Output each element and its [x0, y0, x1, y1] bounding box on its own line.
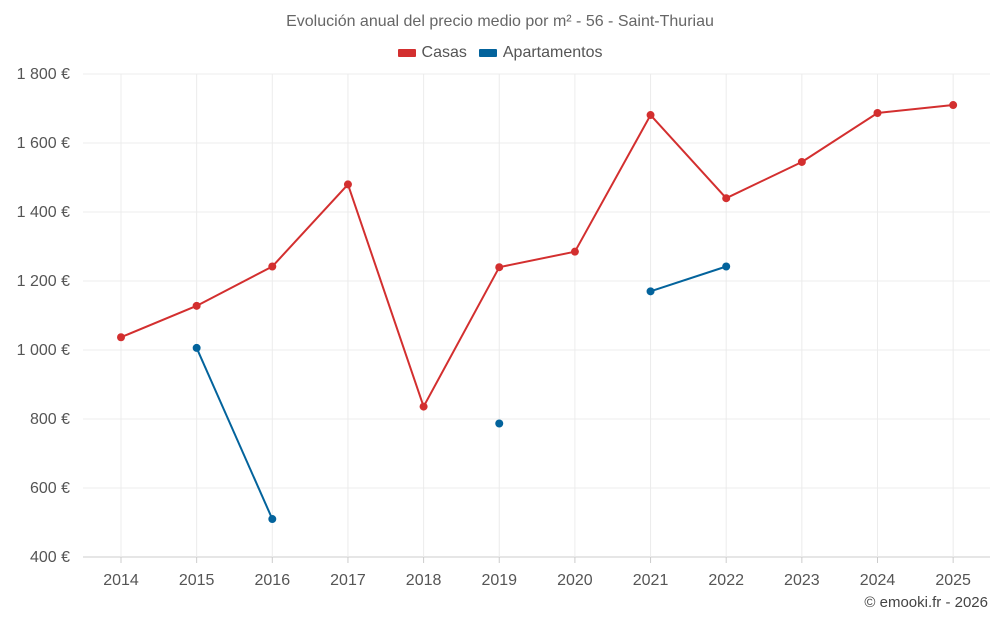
x-tick-label: 2023 — [784, 572, 820, 589]
x-tick-label: 2018 — [406, 572, 442, 589]
series-layer — [117, 101, 958, 524]
data-point-apartamentos[interactable] — [192, 343, 201, 352]
x-tick-label: 2021 — [633, 572, 669, 589]
data-point-casas[interactable] — [192, 301, 201, 310]
y-tick-label: 400 € — [30, 549, 70, 566]
y-tick-label: 1 200 € — [17, 273, 70, 290]
grid — [83, 73, 990, 558]
data-point-apartamentos[interactable] — [268, 515, 277, 524]
y-tick-label: 1 400 € — [17, 204, 70, 221]
x-tick-label: 2022 — [708, 572, 744, 589]
data-point-casas[interactable] — [343, 180, 352, 189]
series-line-casas — [120, 104, 954, 408]
data-point-casas[interactable] — [646, 111, 655, 120]
y-axis: 400 € 600 € 800 € 1 000 € 1 200 € 1 400 € 1 60… — [17, 66, 70, 566]
data-point-casas[interactable] — [949, 101, 958, 110]
x-axis: 2014 2015 2016 2017 2018 2019 2020 2021 2022 2023… — [103, 557, 971, 589]
x-tick-label: 2020 — [557, 572, 593, 589]
legend-label-apartamentos: Apartamentos — [502, 44, 603, 61]
legend-label-casas: Casas — [421, 44, 467, 61]
legend[interactable]: Casas Apartamentos — [0, 44, 1000, 62]
x-tick-label: 2015 — [179, 572, 215, 589]
chart-title: Evolución anual del precio medio por m² … — [286, 13, 714, 30]
y-tick-label: 1 600 € — [17, 135, 70, 152]
y-tick-label: 600 € — [30, 480, 70, 497]
y-tick-label: 1 000 € — [17, 342, 70, 359]
data-point-apartamentos[interactable] — [722, 262, 731, 271]
credit: © emooki.fr - 2026 — [864, 594, 988, 611]
series-line-apartamentos — [195, 347, 274, 520]
data-point-casas[interactable] — [797, 157, 806, 166]
x-tick-label: 2025 — [935, 572, 971, 589]
y-tick-label: 1 800 € — [17, 66, 70, 83]
data-point-casas[interactable] — [570, 247, 579, 256]
data-point-casas[interactable] — [419, 402, 428, 411]
legend-item-apartamentos[interactable]: Apartamentos — [478, 44, 603, 62]
data-point-apartamentos[interactable] — [646, 287, 655, 296]
y-tick-label: 800 € — [30, 411, 70, 428]
x-tick-label: 2016 — [255, 572, 291, 589]
data-point-casas[interactable] — [495, 263, 504, 272]
x-tick-label: 2014 — [103, 572, 139, 589]
series-line-apartamentos — [650, 265, 727, 293]
data-point-casas[interactable] — [873, 108, 882, 117]
legend-swatch-apartamentos — [478, 49, 497, 57]
data-point-casas[interactable] — [117, 333, 125, 342]
data-point-apartamentos[interactable] — [495, 419, 504, 428]
legend-swatch-casas — [397, 49, 416, 57]
data-point-casas[interactable] — [722, 194, 731, 203]
x-tick-label: 2024 — [860, 572, 896, 589]
x-tick-label: 2017 — [330, 572, 366, 589]
x-tick-label: 2019 — [481, 572, 517, 589]
data-point-casas[interactable] — [268, 262, 277, 271]
legend-item-casas[interactable]: Casas — [397, 44, 467, 62]
